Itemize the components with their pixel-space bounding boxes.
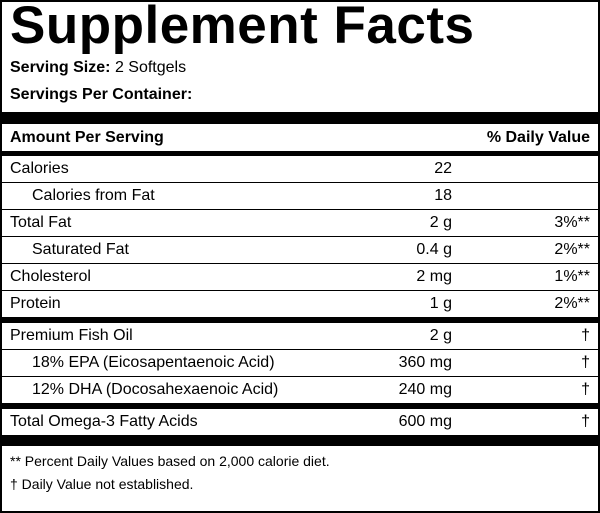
serving-size: Serving Size: 2 Softgels (10, 54, 590, 81)
daily-value: 1%** (554, 268, 590, 285)
nutrient-row: Total Fat 2 g 3%** (2, 210, 598, 237)
serving-size-value: 2 Softgels (114, 59, 187, 76)
daily-value: 3%** (554, 214, 590, 231)
bar (2, 151, 598, 156)
nutrient-name: Protein (10, 295, 61, 312)
amount: 22 (434, 160, 452, 177)
nutrient-row: Protein 1 g 2%** (2, 291, 598, 317)
sub-nutrient-row: Calories from Fat 18 (2, 183, 598, 210)
thick-bar (2, 403, 598, 409)
nutrient-name: 18% EPA (Eicosapentaenoic Acid) (32, 354, 275, 371)
daily-value: † (581, 381, 590, 398)
nutrient-row: Calories 22 (2, 156, 598, 183)
amount: 2 g (429, 327, 452, 344)
amount: 0.4 g (416, 241, 452, 258)
nutrient-name: Cholesterol (10, 268, 91, 285)
title: Supplement Facts (10, 0, 475, 55)
nutrient-name: Calories from Fat (32, 187, 155, 204)
nutrient-name: 12% DHA (Docosahexaenoic Acid) (32, 381, 279, 398)
daily-value: † (581, 354, 590, 371)
nutrient-name: Total Omega-3 Fatty Acids (10, 413, 198, 430)
amount: 18 (434, 187, 452, 204)
amount: 360 mg (398, 354, 452, 371)
amount: 2 mg (416, 268, 452, 285)
footnotes: ** Percent Daily Values based on 2,000 c… (10, 450, 590, 496)
daily-value: 2%** (554, 295, 590, 312)
amount: 2 g (429, 214, 452, 231)
column-header: Amount Per Serving (10, 129, 164, 146)
header-row: Amount Per Serving % Daily Value (2, 125, 598, 151)
nutrient-row: Cholesterol 2 mg 1%** (2, 264, 598, 291)
amount: 600 mg (398, 413, 452, 430)
nutrient-row: Premium Fish Oil 2 g † (2, 323, 598, 350)
servings-per-container: Servings Per Container: (10, 86, 193, 103)
thick-bar (2, 317, 598, 323)
daily-value: † (581, 413, 590, 430)
sub-nutrient-row: 12% DHA (Docosahexaenoic Acid) 240 mg † (2, 377, 598, 403)
daily-value: 2%** (554, 241, 590, 258)
nutrient-name: Calories (10, 160, 69, 177)
amount: 1 g (429, 295, 452, 312)
column-header: % Daily Value (486, 129, 590, 146)
serving-size-label: Serving Size: (10, 59, 111, 76)
rows: Calories 22 Calories from Fat 18 Total Fat 2 … (2, 156, 598, 435)
thick-bar (2, 435, 598, 446)
sub-nutrient-row: 18% EPA (Eicosapentaenoic Acid) 360 mg † (2, 350, 598, 377)
daily-value: † (581, 327, 590, 344)
thick-bar (2, 112, 598, 124)
sub-nutrient-row: Saturated Fat 0.4 g 2%** (2, 237, 598, 264)
nutrient-name: Total Fat (10, 214, 72, 231)
nutrient-row: Total Omega-3 Fatty Acids 600 mg † (2, 409, 598, 435)
amount: 240 mg (398, 381, 452, 398)
nutrient-name: Premium Fish Oil (10, 327, 133, 344)
footnote: † Daily Value not established. (10, 476, 194, 492)
footnote: ** Percent Daily Values based on 2,000 c… (10, 453, 330, 469)
nutrient-name: Saturated Fat (32, 241, 129, 258)
